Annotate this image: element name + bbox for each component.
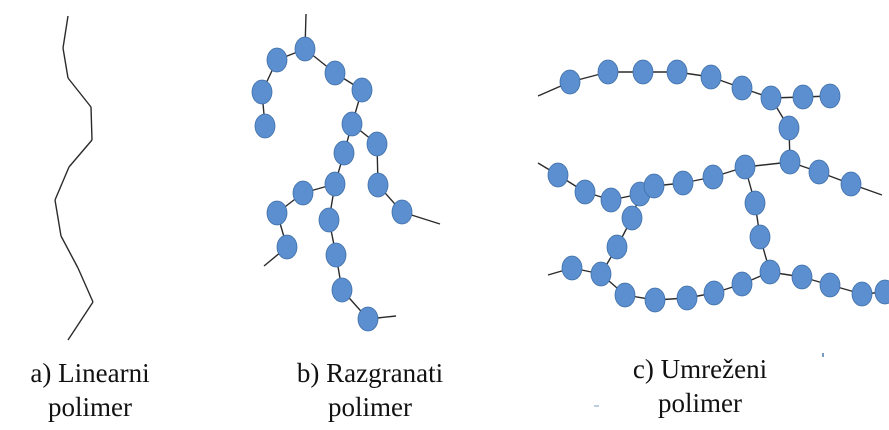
monomer-bead <box>341 111 363 137</box>
monomer-bead <box>666 59 688 85</box>
monomer-bead <box>819 83 841 109</box>
caption-branched-polymer: b) Razgranati polimer <box>270 356 470 424</box>
chain-bond <box>90 106 93 141</box>
monomer-bead <box>606 234 628 260</box>
chain-bond <box>54 166 70 201</box>
chain-bond <box>62 47 69 79</box>
monomer-bead <box>559 69 581 95</box>
monomer-bead <box>333 140 355 166</box>
caption-crosslinked-line2: polimer <box>658 388 742 418</box>
monomer-bead <box>819 272 841 298</box>
monomer-bead <box>614 282 636 308</box>
monomer-bead <box>744 190 766 216</box>
monomer-bead <box>676 285 698 311</box>
monomer-bead <box>621 205 643 231</box>
monomer-bead <box>367 172 389 198</box>
caption-linear-line2: polimer <box>48 392 132 422</box>
monomer-bead <box>266 200 288 226</box>
monomer-bead <box>366 131 388 157</box>
monomer-bead <box>791 264 813 290</box>
monomer-bead <box>792 84 814 110</box>
chain-bond <box>62 15 69 49</box>
monomer-bead <box>351 77 373 103</box>
monomer-bead <box>731 271 753 297</box>
monomer-bead <box>325 242 347 268</box>
chain-bond <box>54 199 62 237</box>
stray-dot <box>822 353 824 357</box>
monomer-bead <box>324 171 346 197</box>
monomer-bead <box>574 179 596 205</box>
monomer-bead <box>643 173 665 199</box>
stray-dot <box>594 405 599 407</box>
monomer-bead <box>600 187 622 213</box>
monomer-bead <box>703 280 725 306</box>
monomer-bead <box>632 59 654 85</box>
monomer-bead <box>840 171 862 197</box>
monomer-bead <box>561 255 583 281</box>
monomer-bead <box>759 259 781 285</box>
monomer-bead <box>251 79 273 105</box>
monomer-bead <box>779 149 801 175</box>
chain-bond <box>60 235 79 269</box>
chain-bond <box>77 267 94 303</box>
caption-linear-line1: a) Linearni <box>30 358 150 388</box>
monomer-bead <box>672 170 694 196</box>
caption-crosslinked-polymer: c) Umreženi polimer <box>595 352 805 420</box>
monomer-bead <box>391 199 413 225</box>
monomer-bead <box>808 159 830 185</box>
monomer-bead <box>294 36 316 62</box>
chain-bond <box>68 139 93 168</box>
monomer-bead <box>324 60 346 86</box>
chain-bond <box>67 301 94 341</box>
monomer-bead <box>357 306 379 332</box>
monomer-bead <box>731 75 753 101</box>
monomer-bead <box>292 180 314 206</box>
monomer-bead <box>734 154 756 180</box>
monomer-bead <box>266 47 288 73</box>
monomer-bead <box>851 281 873 307</box>
monomer-bead <box>254 113 276 139</box>
monomer-bead <box>760 85 782 111</box>
monomer-bead <box>874 279 889 305</box>
monomer-bead <box>778 115 800 141</box>
chain-bond <box>67 77 92 108</box>
monomer-bead <box>331 277 353 303</box>
monomer-units <box>251 36 889 332</box>
monomer-bead <box>318 207 340 233</box>
monomer-bead <box>590 261 612 287</box>
chain-links <box>54 13 886 341</box>
monomer-bead <box>749 224 771 250</box>
caption-crosslinked-line1: c) Umreženi <box>632 354 768 384</box>
monomer-bead <box>276 234 298 260</box>
monomer-bead <box>644 287 666 313</box>
caption-branched-line1: b) Razgranati <box>296 358 444 388</box>
monomer-bead <box>547 162 569 188</box>
caption-branched-line2: polimer <box>328 392 412 422</box>
caption-linear-polymer: a) Linearni polimer <box>0 356 180 424</box>
monomer-bead <box>700 64 722 90</box>
monomer-bead <box>597 59 619 85</box>
monomer-bead <box>702 164 724 190</box>
